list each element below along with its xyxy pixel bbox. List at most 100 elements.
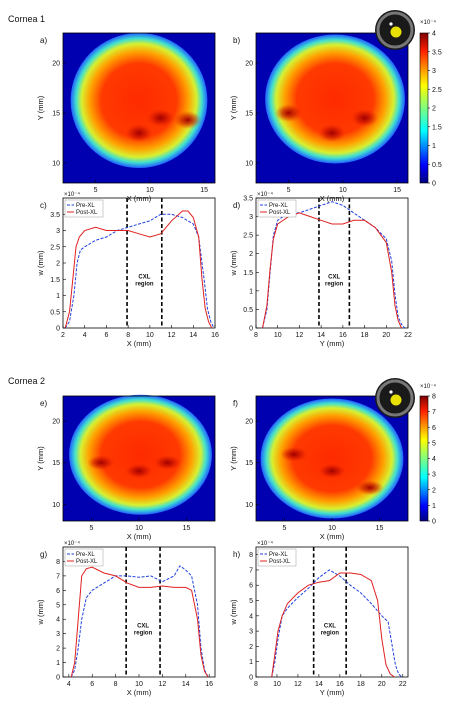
x-axis-label: X (mm) (127, 339, 152, 348)
legend-label-post: Post-XL (76, 210, 98, 216)
x-tick-label: 10 (339, 187, 347, 194)
legend-label-post: Post-XL (76, 559, 98, 565)
plot-frame (255, 546, 409, 678)
panel-label-e: e) (40, 399, 47, 408)
hotspot-2 (274, 104, 303, 122)
colorbar-tick-label: 0 (432, 519, 436, 526)
colorbar-tick-label: 3 (432, 472, 436, 479)
x-tick-label: 15 (183, 525, 191, 532)
y-tick-label: 4 (56, 617, 60, 624)
panel-label-d: d) (233, 201, 240, 210)
heatmap-frame (255, 32, 409, 184)
y-tick-label: 5 (249, 598, 253, 605)
y-tick-label: 10 (52, 502, 60, 509)
x-tick-label: 5 (287, 187, 291, 194)
cxl-region-label-2: region (321, 631, 340, 637)
y-tick-label: 6 (249, 583, 253, 590)
x-tick-label: 18 (357, 681, 365, 688)
x-tick-label: 16 (339, 332, 347, 339)
chart-a: 5 10 15 10 15 20 X (mm) Y (mm) (36, 32, 216, 203)
x-tick-label: 18 (361, 332, 369, 339)
cornea-displacement-field (70, 33, 208, 168)
y-tick-label: 15 (52, 460, 60, 467)
panel-label-g: g) (40, 550, 47, 559)
section-heading-1: Cornea 1 (8, 14, 45, 24)
series-line-post-xl (70, 566, 209, 678)
cornea-displacement-field (260, 398, 404, 519)
y-tick-label: 20 (52, 419, 60, 426)
x-tick-label: 10 (146, 332, 154, 339)
x-tick-label: 12 (294, 681, 302, 688)
y-tick-label: 10 (245, 502, 253, 509)
y-tick-label: 1 (249, 288, 253, 295)
cornea-inset-icon-2 (375, 378, 415, 418)
colorbar-tick-label: 2 (432, 106, 436, 113)
cornea-displacement-field (265, 34, 405, 164)
x-tick-label: 8 (254, 332, 258, 339)
x-tick-label: 4 (67, 681, 71, 688)
colorbar-1-multiplier: ×10⁻⁴ (420, 19, 436, 26)
cornea-inset-icon-1 (375, 10, 415, 50)
cxl-region-label-2: region (134, 631, 153, 637)
y-tick-label: 3 (249, 214, 253, 221)
cornea-displacement-field (69, 394, 212, 515)
colorbar-tick-label: 3 (432, 68, 436, 75)
y-tick-label: 8 (249, 552, 253, 559)
colorbar-tick-label: 4 (432, 456, 436, 463)
x-tick-label: 2 (61, 332, 65, 339)
series-line-post-xl (271, 572, 395, 678)
y-axis-label: w (mm) (36, 599, 45, 625)
cxl-region-label: CXL (324, 624, 336, 630)
y-tick-label: 20 (245, 419, 253, 426)
series-line-pre-xl (271, 569, 403, 678)
x-tick-label: 5 (283, 525, 287, 532)
y-tick-label: 15 (52, 111, 60, 118)
colorbar-tick-label: 0.5 (432, 162, 442, 169)
x-tick-label: 14 (189, 332, 197, 339)
legend-label-post: Post-XL (269, 559, 291, 565)
inset-marker (390, 394, 402, 406)
y-tick-label: 5 (56, 602, 60, 609)
colorbar-tick-label: 4 (432, 31, 436, 38)
x-axis-label: X (mm) (320, 532, 345, 541)
hotspot-2 (87, 455, 115, 471)
legend-label-pre: Pre-XL (269, 203, 288, 209)
panel-label-f: f) (233, 399, 238, 408)
y-tick-label: 3 (56, 631, 60, 638)
series-line-post-xl (64, 210, 213, 329)
y-tick-label: 7 (56, 573, 60, 580)
legend-label-post: Post-XL (269, 210, 291, 216)
y-axis-label: Y (mm) (36, 95, 45, 120)
y-tick-label: 1 (56, 660, 60, 667)
y-tick-label: 8 (56, 559, 60, 566)
cxl-region-label-2: region (325, 282, 344, 288)
x-axis-label: X (mm) (127, 194, 152, 203)
y-tick-label: 7 (249, 567, 253, 574)
hotspot-2 (356, 480, 384, 496)
y-tick-label: 15 (245, 460, 253, 467)
y-axis-label: Y (mm) (229, 95, 238, 120)
x-tick-label: 22 (399, 681, 407, 688)
x-tick-label: 14 (317, 332, 325, 339)
y-tick-label: 2.5 (243, 233, 253, 240)
hotspot-3 (318, 463, 346, 479)
y-tick-label: 10 (245, 161, 253, 168)
x-tick-label: 15 (200, 187, 208, 194)
y-axis-label: w (mm) (229, 599, 238, 625)
inset-ring (376, 11, 414, 49)
y-axis-label: Y (mm) (229, 446, 238, 471)
x-tick-label: 14 (315, 681, 323, 688)
x-tick-label: 10 (274, 332, 282, 339)
x-tick-label: 10 (146, 187, 154, 194)
x-tick-label: 12 (158, 681, 166, 688)
x-tick-label: 10 (135, 525, 143, 532)
legend-box (64, 199, 104, 218)
chart-f: 5 10 15 10 15 20 X (mm) Y (mm) (229, 395, 409, 541)
hotspot-3 (153, 455, 182, 471)
colorbar-tick-label: 1 (432, 503, 436, 510)
section-heading-2: Cornea 2 (8, 376, 45, 386)
x-axis-label: X (mm) (127, 688, 152, 697)
